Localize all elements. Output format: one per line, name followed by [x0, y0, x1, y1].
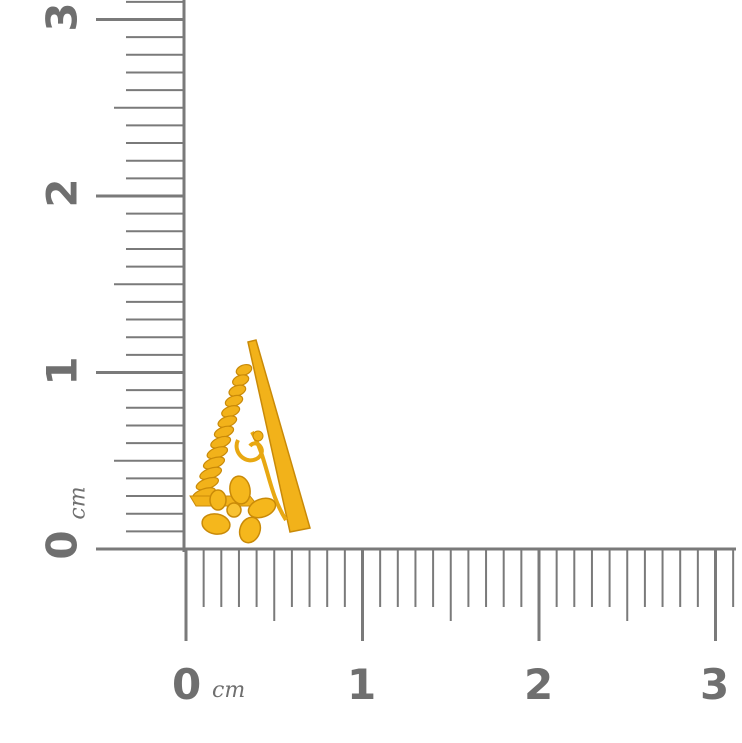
pendant-filigree-dot [252, 430, 264, 442]
y-label-2: 2 [37, 178, 87, 208]
pendant-beaded-edge [191, 363, 253, 501]
y-label-3: 3 [37, 2, 87, 32]
vertical-ruler-ticks [96, 0, 184, 551]
y-label-1: 1 [37, 356, 87, 386]
x-label-2: 2 [524, 660, 554, 709]
horizontal-ruler-ticks [184, 549, 735, 641]
y-label-0: 0 [37, 530, 87, 560]
x-label-3: 3 [700, 660, 730, 709]
y-unit-label: cm [65, 486, 91, 520]
x-label-0: 0 [172, 660, 202, 709]
x-label-1: 1 [347, 660, 377, 709]
pendant-flower [201, 475, 277, 544]
gold-triangle-pendant-icon [189, 339, 311, 544]
x-unit-label: cm [212, 678, 246, 703]
pendant-main-bar [247, 339, 311, 533]
